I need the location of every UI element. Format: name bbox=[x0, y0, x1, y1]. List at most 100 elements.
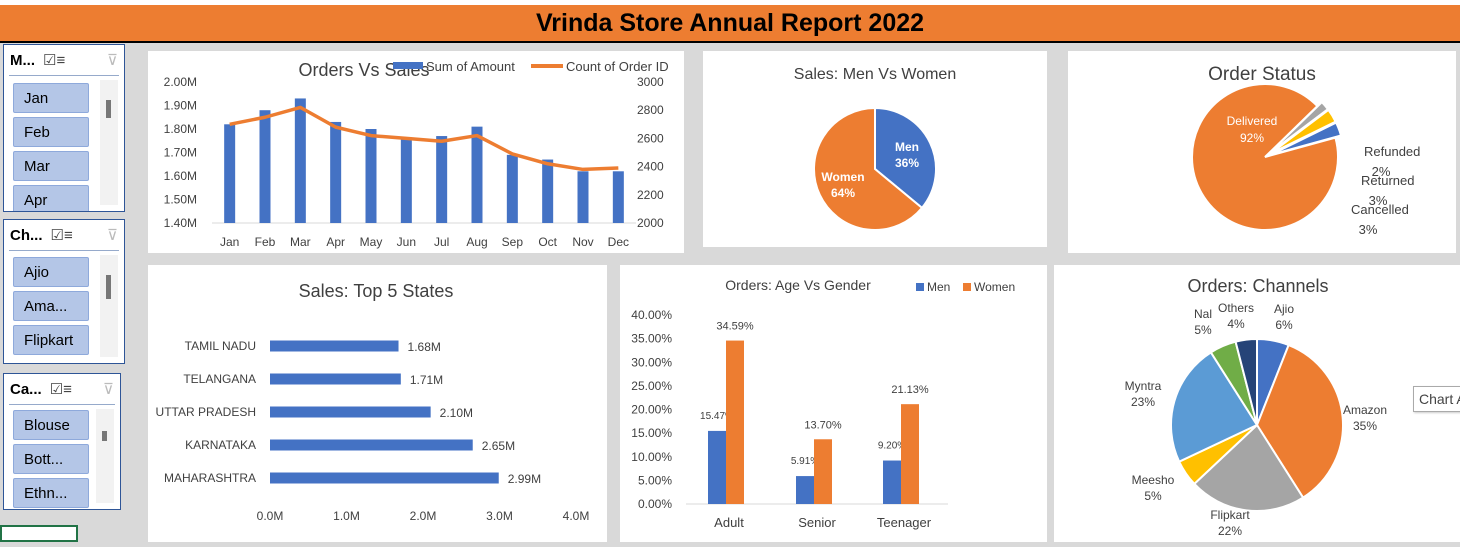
panel-channels[interactable]: Orders: Channels Ajio 6% Amazon 35% Flipkart 2… bbox=[1054, 265, 1460, 542]
slice-label-name: Meesho bbox=[1132, 473, 1175, 487]
slicer-item-jan[interactable]: Jan bbox=[13, 83, 89, 113]
multi-select-icon[interactable]: ☑≡ bbox=[50, 227, 73, 244]
right-axis-tick: 3000 bbox=[637, 75, 664, 89]
y-axis-tick: 25.00% bbox=[631, 379, 672, 393]
scroll-thumb[interactable] bbox=[106, 275, 111, 299]
slicer-item-apr[interactable]: Apr bbox=[13, 185, 89, 211]
slicer-header: Ch... ☑≡ ⊽ bbox=[4, 220, 124, 250]
selected-cell[interactable] bbox=[0, 525, 78, 542]
bar-data-label: 5.91% bbox=[791, 456, 819, 467]
bar-amount bbox=[612, 171, 624, 223]
bar-data-label: 13.70% bbox=[804, 419, 842, 431]
slicer-item-bottom[interactable]: Bott... bbox=[13, 444, 89, 474]
slice-label-name: Refunded bbox=[1364, 144, 1420, 159]
x-axis-tick: 3.0M bbox=[486, 509, 513, 523]
bar-amount bbox=[330, 121, 342, 223]
x-axis-tick: Apr bbox=[326, 235, 345, 249]
bar-men bbox=[883, 460, 901, 504]
bar-amount bbox=[365, 129, 377, 223]
slicer-scrollbar[interactable] bbox=[96, 409, 114, 503]
x-axis-tick: Jan bbox=[220, 235, 239, 249]
left-axis-tick: 1.80M bbox=[164, 122, 197, 136]
slice-label-pct: 5% bbox=[1144, 489, 1162, 503]
bar-amount bbox=[259, 110, 271, 223]
legend-swatch-amount bbox=[393, 62, 423, 69]
slicer-item-ajio[interactable]: Ajio bbox=[13, 257, 89, 287]
slice-label-name: Delivered bbox=[1227, 114, 1278, 128]
chart-title: Orders: Age Vs Gender bbox=[725, 277, 871, 293]
slice-label-pct: 2% bbox=[1372, 164, 1391, 179]
state-value-label: 1.68M bbox=[408, 340, 441, 354]
slice-label-name: Nal bbox=[1194, 307, 1212, 321]
slicer-item-amazon[interactable]: Ama... bbox=[13, 291, 89, 321]
slice-label-pct: 3% bbox=[1359, 222, 1378, 237]
gender-slice-men bbox=[874, 106, 937, 210]
state-label: TAMIL NADU bbox=[185, 339, 256, 353]
x-axis-tick: Mar bbox=[290, 235, 311, 249]
state-label: UTTAR PRADESH bbox=[156, 405, 256, 419]
left-axis-tick: 1.90M bbox=[164, 99, 197, 113]
chart-title: Orders: Channels bbox=[1187, 276, 1328, 296]
slicer-channel[interactable]: Ch... ☑≡ ⊽ Ajio Ama... Flipkart bbox=[3, 219, 125, 364]
slicer-scrollbar[interactable] bbox=[100, 80, 118, 205]
slicer-category[interactable]: Ca... ☑≡ ⊽ Blouse Bott... Ethn... bbox=[3, 373, 121, 510]
panel-men-vs-women[interactable]: Sales: Men Vs Women Men 36% Women 64% bbox=[703, 51, 1047, 247]
slice-label-name: Flipkart bbox=[1210, 508, 1250, 522]
slice-label-name: Returned bbox=[1361, 173, 1414, 188]
y-axis-tick: 40.00% bbox=[631, 308, 672, 322]
channels-slice-others bbox=[1234, 337, 1258, 426]
panel-age-vs-gender[interactable]: Orders: Age Vs Gender Men Women 0.00% 5.00% 1… bbox=[620, 265, 1047, 542]
multi-select-icon[interactable]: ☑≡ bbox=[49, 381, 72, 398]
slice-label-pct: 3% bbox=[1369, 193, 1388, 208]
report-title-bar: Vrinda Store Annual Report 2022 bbox=[0, 5, 1460, 43]
x-axis-tick: Aug bbox=[466, 235, 487, 249]
slicer-items: Jan Feb Mar Apr bbox=[4, 76, 124, 211]
panel-top5-states[interactable]: Sales: Top 5 States TAMIL NADU 1.68M TELANG… bbox=[148, 265, 607, 542]
bar-amount bbox=[471, 126, 483, 223]
clear-filter-icon[interactable]: ⊽ bbox=[103, 381, 114, 398]
state-label: KARNATAKA bbox=[185, 438, 256, 452]
status-slice-cancelled bbox=[1270, 121, 1343, 156]
scroll-thumb[interactable] bbox=[102, 431, 107, 441]
slice-label-pct: 5% bbox=[1194, 323, 1212, 337]
slicer-divider bbox=[9, 250, 119, 251]
slice-label-name: Ajio bbox=[1274, 302, 1294, 316]
legend-swatch-women bbox=[963, 283, 971, 291]
slicer-month[interactable]: M... ☑≡ ⊽ Jan Feb Mar Apr bbox=[3, 44, 125, 212]
slicer-item-mar[interactable]: Mar bbox=[13, 151, 89, 181]
slicer-title: Ch... bbox=[10, 226, 43, 244]
clear-filter-icon[interactable]: ⊽ bbox=[107, 227, 118, 244]
bar-data-label: 15.47% bbox=[700, 411, 734, 422]
bar-data-label: 34.59% bbox=[716, 321, 754, 333]
x-axis-tick: May bbox=[360, 235, 383, 249]
bar-amount bbox=[294, 98, 306, 223]
slicer-item-blouse[interactable]: Blouse bbox=[13, 410, 89, 440]
slicer-item-flipkart[interactable]: Flipkart bbox=[13, 325, 89, 355]
state-value-label: 2.65M bbox=[482, 439, 515, 453]
clear-filter-icon[interactable]: ⊽ bbox=[107, 52, 118, 69]
multi-select-icon[interactable]: ☑≡ bbox=[43, 52, 66, 69]
x-axis-tick: Teenager bbox=[877, 515, 932, 530]
slice-label-name: Women bbox=[821, 170, 864, 184]
x-axis-tick: Adult bbox=[714, 515, 744, 530]
slicer-item-ethnic[interactable]: Ethn... bbox=[13, 478, 89, 508]
line-order-count bbox=[229, 105, 619, 172]
slice-label-pct: 64% bbox=[831, 186, 855, 200]
slice-label-pct: 4% bbox=[1227, 317, 1245, 331]
right-axis-tick: 2600 bbox=[637, 131, 664, 145]
state-bar bbox=[270, 406, 431, 418]
age-vs-gender-chart: Orders: Age Vs Gender Men Women 0.00% 5.00% 1… bbox=[631, 277, 1015, 530]
state-label: MAHARASHTRA bbox=[164, 471, 256, 485]
right-axis-tick: 2800 bbox=[637, 103, 664, 117]
channels-slice-flipkart bbox=[1192, 423, 1305, 512]
slicer-scrollbar[interactable] bbox=[100, 255, 118, 357]
panel-orders-vs-sales[interactable]: Orders Vs Sales Sum of Amount Count of Ord… bbox=[148, 51, 684, 253]
y-axis-tick: 20.00% bbox=[631, 403, 672, 417]
panel-order-status[interactable]: Order Status Delivered 92% Refunded 2% Return… bbox=[1068, 51, 1456, 253]
channels-slice-myntra bbox=[1170, 351, 1259, 463]
scroll-thumb[interactable] bbox=[106, 100, 111, 118]
slice-label-pct: 22% bbox=[1218, 524, 1242, 538]
left-axis-tick: 1.50M bbox=[164, 193, 197, 207]
slicer-item-feb[interactable]: Feb bbox=[13, 117, 89, 147]
